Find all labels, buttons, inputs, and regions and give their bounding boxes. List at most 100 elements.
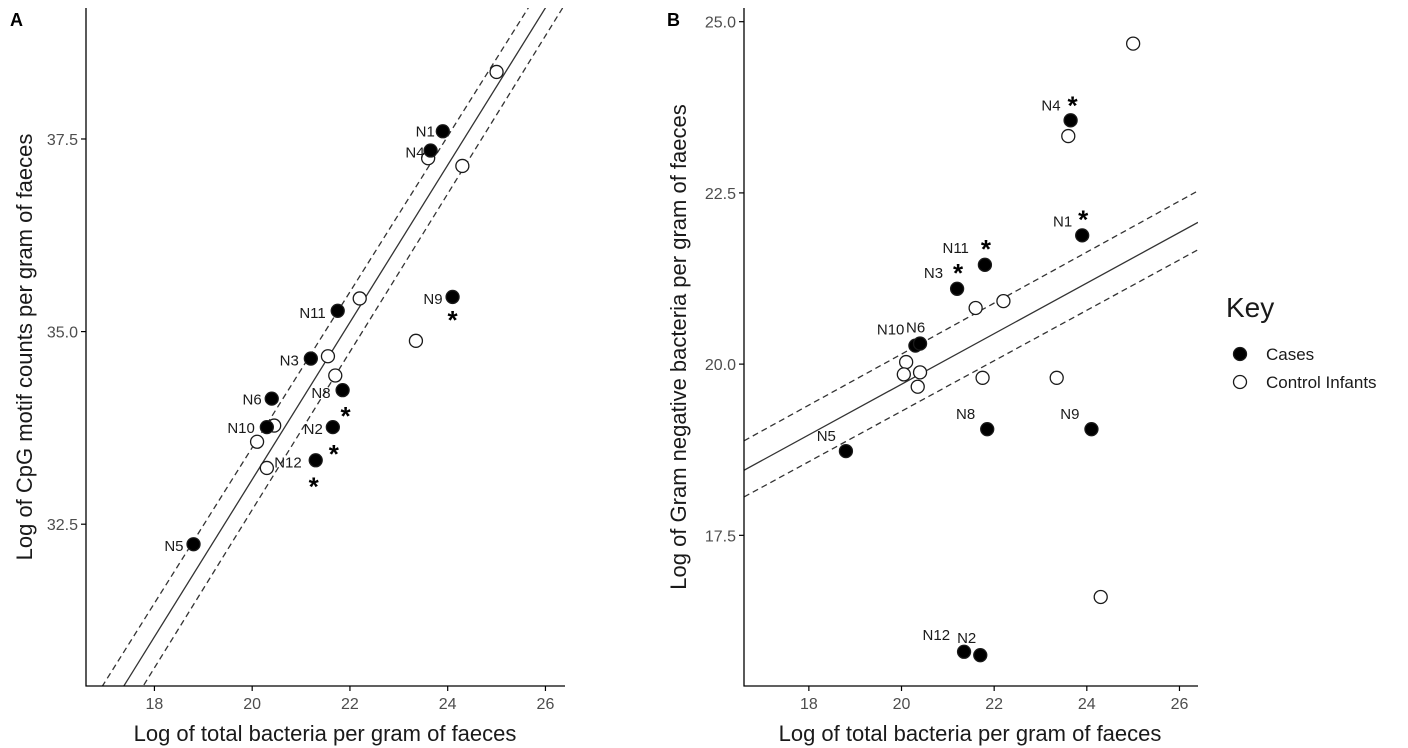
p0-point-label-n4: N4 (405, 145, 424, 162)
p0-control-point (455, 158, 470, 174)
p0-y-tick-label: 32.5 (47, 517, 78, 534)
p1-y-tick-label: 25.0 (705, 15, 736, 32)
p1-case-point-n5 (838, 443, 854, 459)
p0-control-point (320, 349, 336, 364)
p0-control-point (352, 291, 367, 306)
p1-control-point (1125, 36, 1141, 51)
legend-cases-label: Cases (1266, 345, 1314, 364)
p0-x-tick-label: 18 (146, 696, 164, 713)
p1-control-point (975, 370, 990, 385)
p1-point-label-n8: N8 (956, 406, 975, 423)
p1-control-point (910, 379, 925, 394)
p1-point-label-n6: N6 (906, 320, 925, 337)
p0-control-point (489, 64, 504, 80)
p0-case-point-n6 (264, 391, 279, 406)
p0-point-label-n5: N5 (164, 538, 183, 555)
p0-x-tick-label: 22 (341, 696, 359, 713)
p0-point-label-n12: N12 (274, 454, 302, 471)
p0-y-tick-label: 35.0 (47, 325, 78, 342)
p0-control-point (259, 460, 274, 476)
p0-case-point-n2 (325, 419, 340, 435)
p1-point-label-n10: N10 (877, 322, 905, 339)
p1-control-point (1093, 589, 1108, 605)
p0-significance-star-n8: * (341, 401, 352, 431)
p1-control-point (896, 367, 911, 382)
p1-significance-star-n3: * (953, 258, 964, 288)
p0-case-point-n11 (330, 303, 345, 318)
p1-x-tick-label: 26 (1171, 696, 1189, 713)
p0-fit-line (123, 8, 547, 686)
p0-control-point (249, 434, 265, 449)
p0-point-label-n3: N3 (280, 353, 299, 370)
p0-case-point-n3 (303, 351, 318, 366)
p1-y-tick-label: 22.5 (705, 186, 736, 203)
p0-point-label-n11: N11 (299, 305, 325, 322)
p1-case-point-n9 (1084, 422, 1099, 437)
p0-point-label-n2: N2 (304, 421, 323, 438)
p1-point-label-n1: N1 (1053, 213, 1072, 230)
panel-b: B 18 20 22 24 26 17.5 20.0 22.5 25.0 Log of total … (666, 8, 1198, 746)
p1-point-label-n12: N12 (923, 627, 951, 644)
panel-a: A 18 20 22 24 26 32.5 35.0 37.5 Log of total bact… (10, 8, 565, 746)
p0-control-point (408, 333, 424, 348)
p0-fit-group (101, 8, 564, 686)
p1-y-tick-label: 17.5 (705, 528, 736, 545)
p0-x-tick-label: 20 (243, 696, 261, 713)
legend-item-cases: Cases (1232, 345, 1314, 364)
p1-control-point (968, 300, 983, 316)
legend-title: Key (1226, 292, 1274, 323)
p1-control-point (1049, 370, 1064, 385)
p0-significance-star-n12: * (309, 471, 320, 501)
p0-case-point-n1 (435, 124, 450, 139)
p1-fit-group (744, 190, 1198, 498)
p1-control-point (996, 293, 1011, 309)
p1-point-label-n4: N4 (1041, 97, 1060, 114)
p0-panel-letter: A (10, 10, 23, 30)
p1-x-tick-label: 20 (893, 696, 911, 713)
p0-fit-lower (142, 8, 564, 686)
p1-control-point (1061, 128, 1076, 144)
p0-x-tick-label: 24 (439, 696, 457, 713)
p1-point-label-n9: N9 (1060, 406, 1079, 423)
p0-point-label-n1: N1 (416, 123, 435, 140)
p1-significance-star-n11: * (981, 234, 992, 264)
legend-controls-marker (1232, 374, 1248, 390)
p1-case-point-n12 (956, 644, 972, 659)
p1-x-axis-title: Log of total bacteria per gram of faeces (779, 721, 1162, 746)
p1-case-point-n3 (949, 281, 965, 296)
p1-case-point-n1 (1075, 228, 1090, 243)
legend-controls-label: Control Infants (1266, 373, 1377, 392)
p1-control-point (912, 365, 928, 380)
p0-case-point-n9 (445, 289, 460, 305)
p1-point-label-n2: N2 (957, 630, 976, 647)
p1-panel-letter: B (667, 10, 680, 30)
p0-x-axis-title: Log of total bacteria per gram of faeces (134, 721, 517, 746)
p1-case-point-n8 (980, 422, 995, 437)
p0-case-point-n4 (423, 143, 438, 158)
p0-point-label-n10: N10 (227, 420, 255, 437)
p1-x-tick-label: 18 (800, 696, 818, 713)
p1-x-tick-label: 22 (985, 696, 1003, 713)
p0-x-tick-label: 26 (537, 696, 555, 713)
p0-significance-star-n9: * (448, 305, 459, 335)
p1-fit-upper (744, 190, 1198, 442)
p1-point-label-n3: N3 (924, 265, 943, 282)
legend-cases-marker (1232, 346, 1248, 362)
legend: Key Cases Control Infants (1226, 292, 1377, 392)
p1-y-tick-label: 20.0 (705, 357, 736, 374)
p1-fit-line (744, 221, 1198, 471)
p0-case-point-n10 (259, 419, 274, 435)
p1-point-label-n11: N11 (942, 240, 968, 257)
p0-case-point-n8 (335, 382, 350, 398)
p0-control-point (328, 368, 343, 383)
p1-case-point-n6 (912, 336, 928, 351)
p1-fit-lower (744, 249, 1198, 498)
p0-case-point-n5 (186, 537, 201, 552)
p1-y-axis-title: Log of Gram negative bacteria per gram o… (666, 104, 691, 589)
p1-x-tick-label: 24 (1078, 696, 1096, 713)
legend-item-controls: Control Infants (1232, 373, 1377, 392)
p1-point-label-n5: N5 (817, 428, 836, 445)
p0-y-axis-title: Log of CpG motif counts per gram of faec… (12, 134, 37, 561)
p0-y-tick-label: 37.5 (47, 132, 78, 149)
